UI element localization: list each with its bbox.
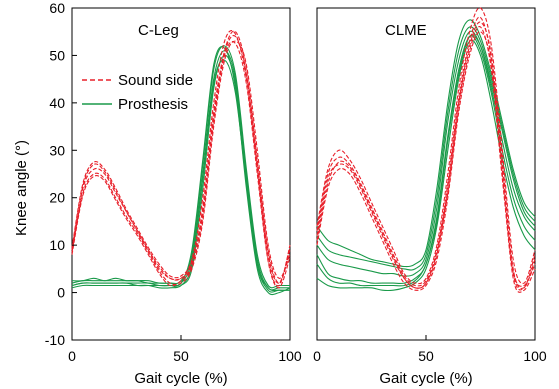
y-tick-label: 20 (49, 190, 65, 206)
sound-side-curve-1 (316, 7, 536, 285)
sound-side-curve-4 (71, 41, 291, 289)
legend-sound-label: Sound side (118, 72, 193, 89)
sound-side-curve-4 (316, 25, 536, 289)
prosthesis-curve-1 (316, 19, 536, 268)
prosthesis-curve-4 (71, 59, 291, 292)
clme-ticks-group: 0 50 100 (313, 335, 547, 364)
y-tick-label: 0 (57, 285, 65, 301)
x-tick-label: 50 (418, 348, 434, 364)
x-axis-label-c-leg: Gait cycle (%) (134, 370, 227, 387)
y-axis-label: Knee angle (°) (13, 140, 30, 236)
clme-series-group (316, 7, 536, 293)
y-tick-label: 30 (49, 142, 65, 158)
panel-title-clme: CLME (385, 22, 427, 39)
x-axis-label-clme: Gait cycle (%) (379, 370, 472, 387)
x-tick-label: 0 (313, 348, 321, 364)
panel-title-c-leg: C-Leg (138, 22, 179, 39)
x-tick-label: 50 (173, 348, 189, 364)
sound-side-curve-3 (316, 16, 536, 291)
x-tick-label: 100 (278, 348, 302, 364)
legend: Sound side Prosthesis (82, 72, 193, 113)
ylabel-group: Knee angle (°) (13, 140, 30, 236)
panel-clme: 0 50 100 CLME Gait cycle (%) (313, 7, 547, 387)
y-tick-label: 10 (49, 237, 65, 253)
sound-side-curve-2 (71, 40, 291, 286)
sound-side-curve-1 (71, 30, 291, 287)
c-leg-series-group (71, 30, 291, 296)
sound-side-curve-2 (316, 31, 536, 293)
x-tick-label: 100 (523, 348, 547, 364)
y-tick-label: 50 (49, 47, 65, 63)
sound-side-curve-3 (71, 35, 291, 284)
sound-side-curve-0 (316, 21, 536, 290)
y-tick-label: 40 (49, 95, 65, 111)
x-tick-label: 0 (68, 348, 76, 364)
y-tick-label: -10 (45, 332, 65, 348)
y-tick-label: 60 (49, 0, 65, 16)
legend-prosthesis-label: Prosthesis (118, 96, 188, 113)
